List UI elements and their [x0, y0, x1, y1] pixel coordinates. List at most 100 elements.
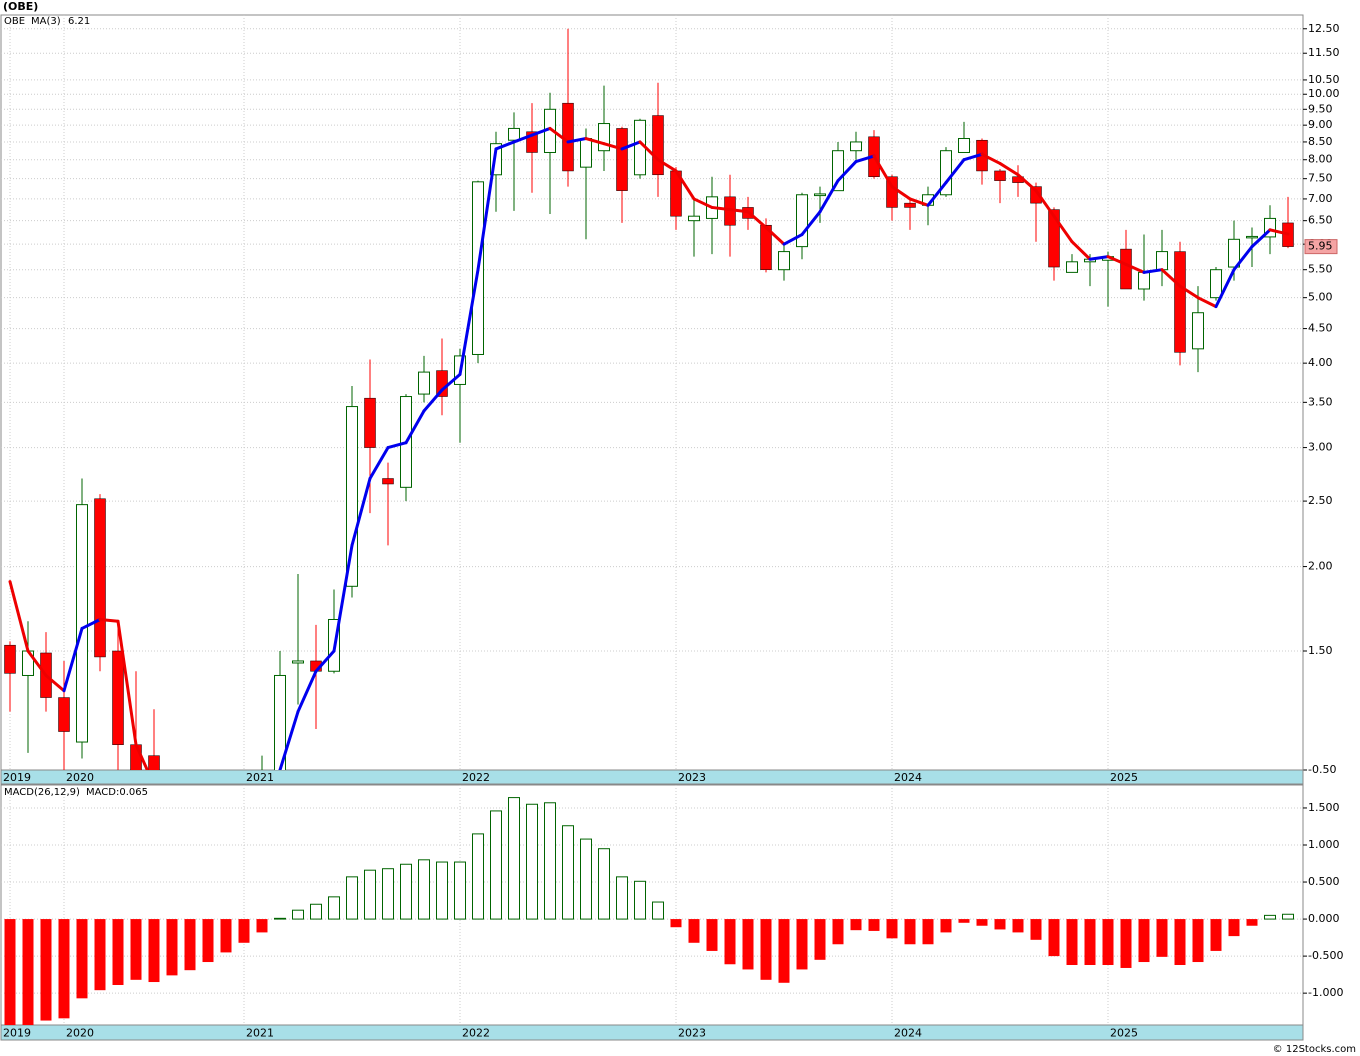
ma-line — [494, 140, 516, 151]
y-tick-label: 9.00 — [1308, 118, 1333, 131]
ma-line — [404, 409, 426, 445]
macd-bar — [1048, 919, 1060, 957]
macd-bar — [436, 861, 448, 920]
ma-line — [638, 140, 660, 162]
macd-bar — [382, 868, 394, 920]
y-tick-label: 9.50 — [1308, 102, 1333, 115]
macd-bar — [94, 919, 106, 991]
macd-bar — [76, 919, 88, 999]
ma-line — [440, 372, 462, 392]
ma-line — [386, 441, 408, 450]
ma-line — [1232, 245, 1254, 272]
y-tick-label: 1.50 — [1308, 644, 1333, 657]
y-tick-label: 0.500 — [1308, 875, 1340, 888]
macd-bar — [274, 917, 286, 920]
macd-bar — [706, 919, 718, 951]
ma-line — [62, 626, 84, 693]
macd-bar — [1102, 919, 1114, 965]
macd-bar — [1282, 913, 1294, 920]
ma-line — [1142, 268, 1164, 274]
ma-line — [980, 152, 1002, 165]
macd-bar — [616, 876, 628, 920]
ma-line — [818, 179, 840, 214]
macd-bar — [832, 919, 844, 945]
macd-bar — [4, 919, 16, 1025]
ma-line — [368, 446, 390, 481]
chart-title: (OBE) — [3, 0, 38, 13]
plot-area — [0, 14, 1304, 771]
ma-line — [8, 580, 30, 653]
candle-body — [526, 131, 538, 153]
ma-line — [98, 617, 120, 623]
indicator-value: MACD:0.065 — [86, 787, 148, 798]
ma-line — [1106, 255, 1128, 266]
ma-line — [710, 205, 732, 212]
x-tick-label: 2024 — [894, 1027, 922, 1040]
ma-line — [314, 649, 336, 673]
ma-line — [890, 185, 912, 201]
macd-bar — [814, 919, 826, 960]
ma-line — [566, 137, 588, 144]
ma-line — [656, 158, 678, 173]
y-tick-label: 12.50 — [1308, 22, 1340, 35]
ma-line — [548, 126, 570, 144]
ma-line — [746, 210, 768, 230]
x-tick-label: 2019 — [3, 771, 31, 784]
y-tick-label: 7.50 — [1308, 172, 1333, 185]
candle-body — [1120, 248, 1132, 290]
y-tick-label: 3.00 — [1308, 441, 1333, 454]
ma-line — [26, 649, 48, 677]
ma-line — [422, 388, 444, 413]
candle-body — [652, 115, 664, 176]
macd-bar — [634, 880, 646, 920]
macd-bar — [544, 802, 556, 920]
y-tick-label: -1.000 — [1308, 986, 1343, 999]
ma-line — [692, 197, 714, 209]
macd-bar — [364, 869, 376, 920]
ma-line — [1160, 268, 1182, 288]
candle-body — [58, 697, 70, 732]
macd-bar — [580, 838, 592, 920]
y-tick-label: -0.500 — [1308, 949, 1343, 962]
candle-body — [1174, 251, 1186, 353]
macd-bar — [490, 810, 502, 920]
y-tick-label: 3.50 — [1308, 395, 1333, 408]
macd-bar — [292, 909, 304, 920]
ma-line — [44, 673, 66, 693]
macd-bar — [22, 919, 34, 1025]
macd-bar — [1264, 914, 1276, 920]
ma-line — [908, 197, 930, 207]
ma-line — [872, 154, 894, 189]
macd-bar — [310, 903, 322, 920]
x-tick-label: 2021 — [246, 771, 274, 784]
ma-line — [476, 147, 498, 272]
candle-body — [76, 504, 88, 743]
y-tick-label: 4.50 — [1308, 322, 1333, 335]
candle-body — [760, 224, 772, 270]
candle-body — [1210, 269, 1222, 299]
macd-bar — [904, 919, 916, 945]
macd-bar — [220, 919, 232, 953]
ma-line — [1250, 228, 1272, 249]
ma-line — [764, 226, 786, 246]
ma-line — [1052, 214, 1074, 244]
candle-body — [778, 251, 790, 271]
macd-bar — [1228, 919, 1240, 937]
macd-bar — [346, 876, 358, 920]
macd-bar — [1246, 919, 1258, 926]
macd-bar — [940, 919, 952, 933]
candles — [4, 28, 1294, 770]
x-axis-strip — [0, 1024, 1304, 1041]
legend-ma-name: MA(3) — [31, 16, 61, 27]
last-price-box — [1304, 239, 1338, 255]
macd-bar — [526, 803, 538, 920]
y-tick-label: 10.50 — [1308, 73, 1340, 86]
macd-bar — [256, 919, 268, 933]
macd-bar — [40, 919, 52, 1021]
y-tick-label: 4.00 — [1308, 356, 1333, 369]
y-tick-label: 8.50 — [1308, 135, 1333, 148]
ma-line — [620, 140, 642, 151]
macd-bar — [1174, 919, 1186, 965]
candle-body — [112, 650, 124, 745]
y-tick-label: 0.000 — [1308, 912, 1340, 925]
